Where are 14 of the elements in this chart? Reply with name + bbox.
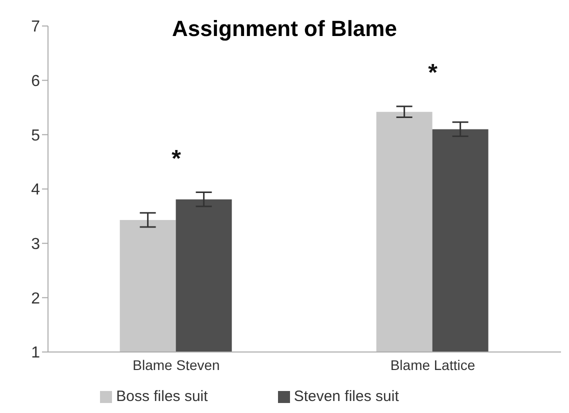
legend-label: Steven files suit [294,388,399,405]
y-tick-label: 4 [31,182,40,199]
x-tick-label: Blame Lattice [390,356,476,373]
annotation: * [428,59,438,86]
x-tick-label: Blame Steven [132,356,220,373]
y-tick-label: 5 [31,127,40,144]
y-tick-label: 7 [31,18,40,36]
y-tick-label: 3 [31,236,40,254]
y-tick-label: 2 [31,290,40,308]
y-tick-label: 1 [31,344,40,362]
chart-title: Assignment of Blame [172,16,397,41]
legend-label: Boss files suit [116,388,208,405]
y-tick-label: 6 [31,73,40,90]
annotation: * [172,145,182,172]
